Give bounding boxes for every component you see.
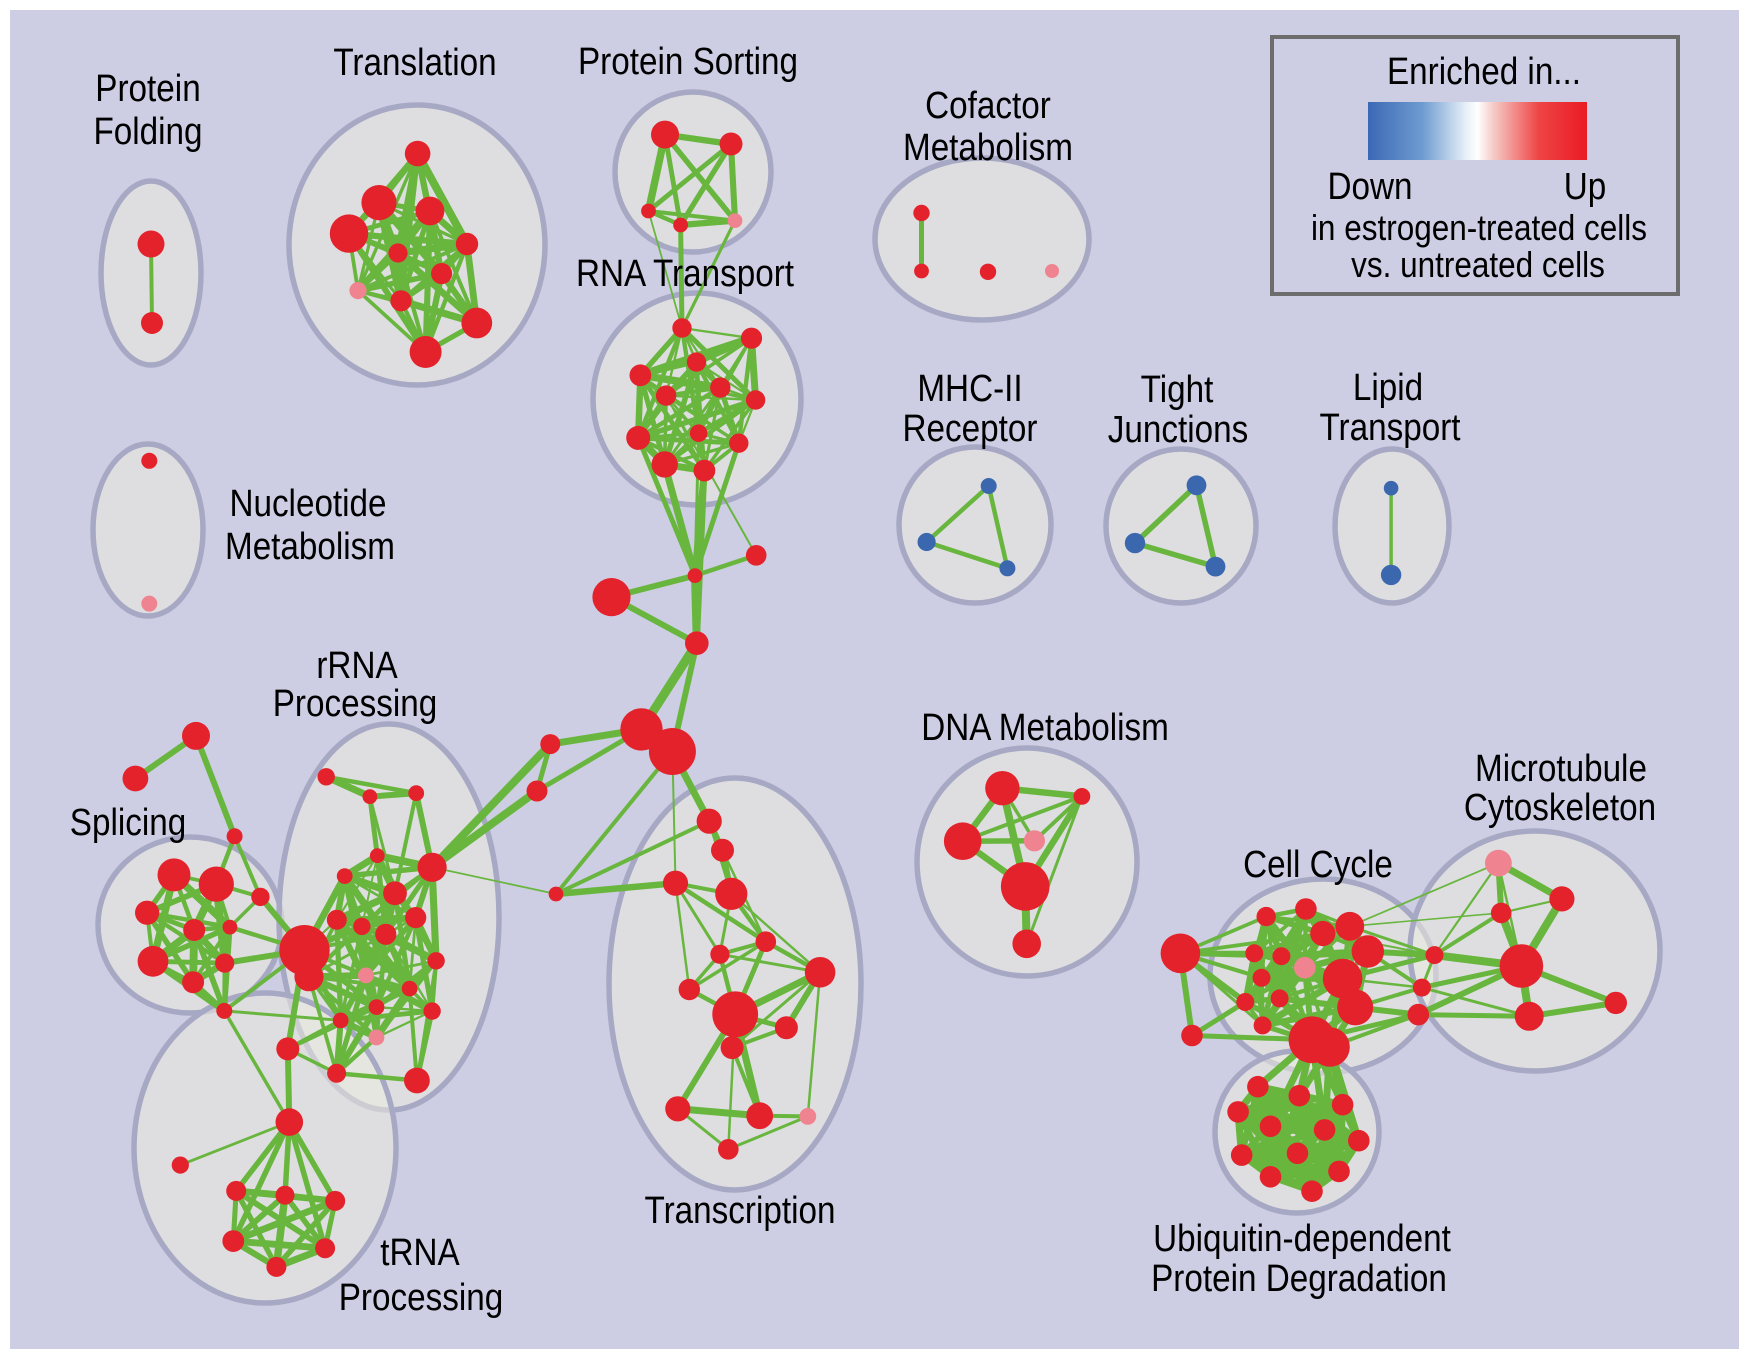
svg-text:vs. untreated cells: vs. untreated cells bbox=[1351, 244, 1605, 285]
svg-text:Metabolism: Metabolism bbox=[225, 526, 395, 568]
svg-text:Ubiquitin-dependent: Ubiquitin-dependent bbox=[1153, 1218, 1451, 1260]
svg-text:Up: Up bbox=[1564, 166, 1607, 208]
svg-text:Protein: Protein bbox=[95, 68, 200, 110]
svg-text:Folding: Folding bbox=[93, 111, 202, 153]
svg-text:Enriched in...: Enriched in... bbox=[1387, 51, 1581, 93]
svg-text:Protein Sorting: Protein Sorting bbox=[578, 41, 798, 83]
svg-text:Junctions: Junctions bbox=[1108, 409, 1249, 451]
svg-text:Processing: Processing bbox=[339, 1277, 504, 1319]
svg-text:DNA Metabolism: DNA Metabolism bbox=[921, 707, 1169, 749]
svg-text:Down: Down bbox=[1328, 166, 1413, 208]
svg-text:Lipid: Lipid bbox=[1353, 367, 1423, 409]
svg-text:Transcription: Transcription bbox=[645, 1190, 836, 1232]
svg-text:in estrogen-treated cells: in estrogen-treated cells bbox=[1311, 207, 1647, 248]
svg-text:Splicing: Splicing bbox=[70, 802, 186, 844]
svg-text:Tight: Tight bbox=[1141, 369, 1214, 411]
svg-text:Nucleotide: Nucleotide bbox=[229, 483, 386, 525]
svg-text:Cytoskeleton: Cytoskeleton bbox=[1464, 787, 1656, 829]
svg-text:RNA Transport: RNA Transport bbox=[576, 253, 794, 295]
svg-text:Metabolism: Metabolism bbox=[903, 127, 1073, 169]
svg-text:rRNA: rRNA bbox=[316, 645, 398, 687]
svg-text:tRNA: tRNA bbox=[380, 1232, 460, 1274]
svg-text:Protein Degradation: Protein Degradation bbox=[1151, 1258, 1447, 1300]
svg-text:Processing: Processing bbox=[273, 683, 438, 725]
svg-text:Cell Cycle: Cell Cycle bbox=[1243, 844, 1393, 886]
svg-text:MHC-II: MHC-II bbox=[917, 368, 1022, 410]
svg-text:Cofactor: Cofactor bbox=[925, 85, 1051, 127]
svg-text:Microtubule: Microtubule bbox=[1475, 748, 1647, 790]
svg-text:Receptor: Receptor bbox=[903, 408, 1038, 450]
svg-text:Transport: Transport bbox=[1319, 407, 1460, 449]
svg-text:Translation: Translation bbox=[333, 42, 496, 84]
